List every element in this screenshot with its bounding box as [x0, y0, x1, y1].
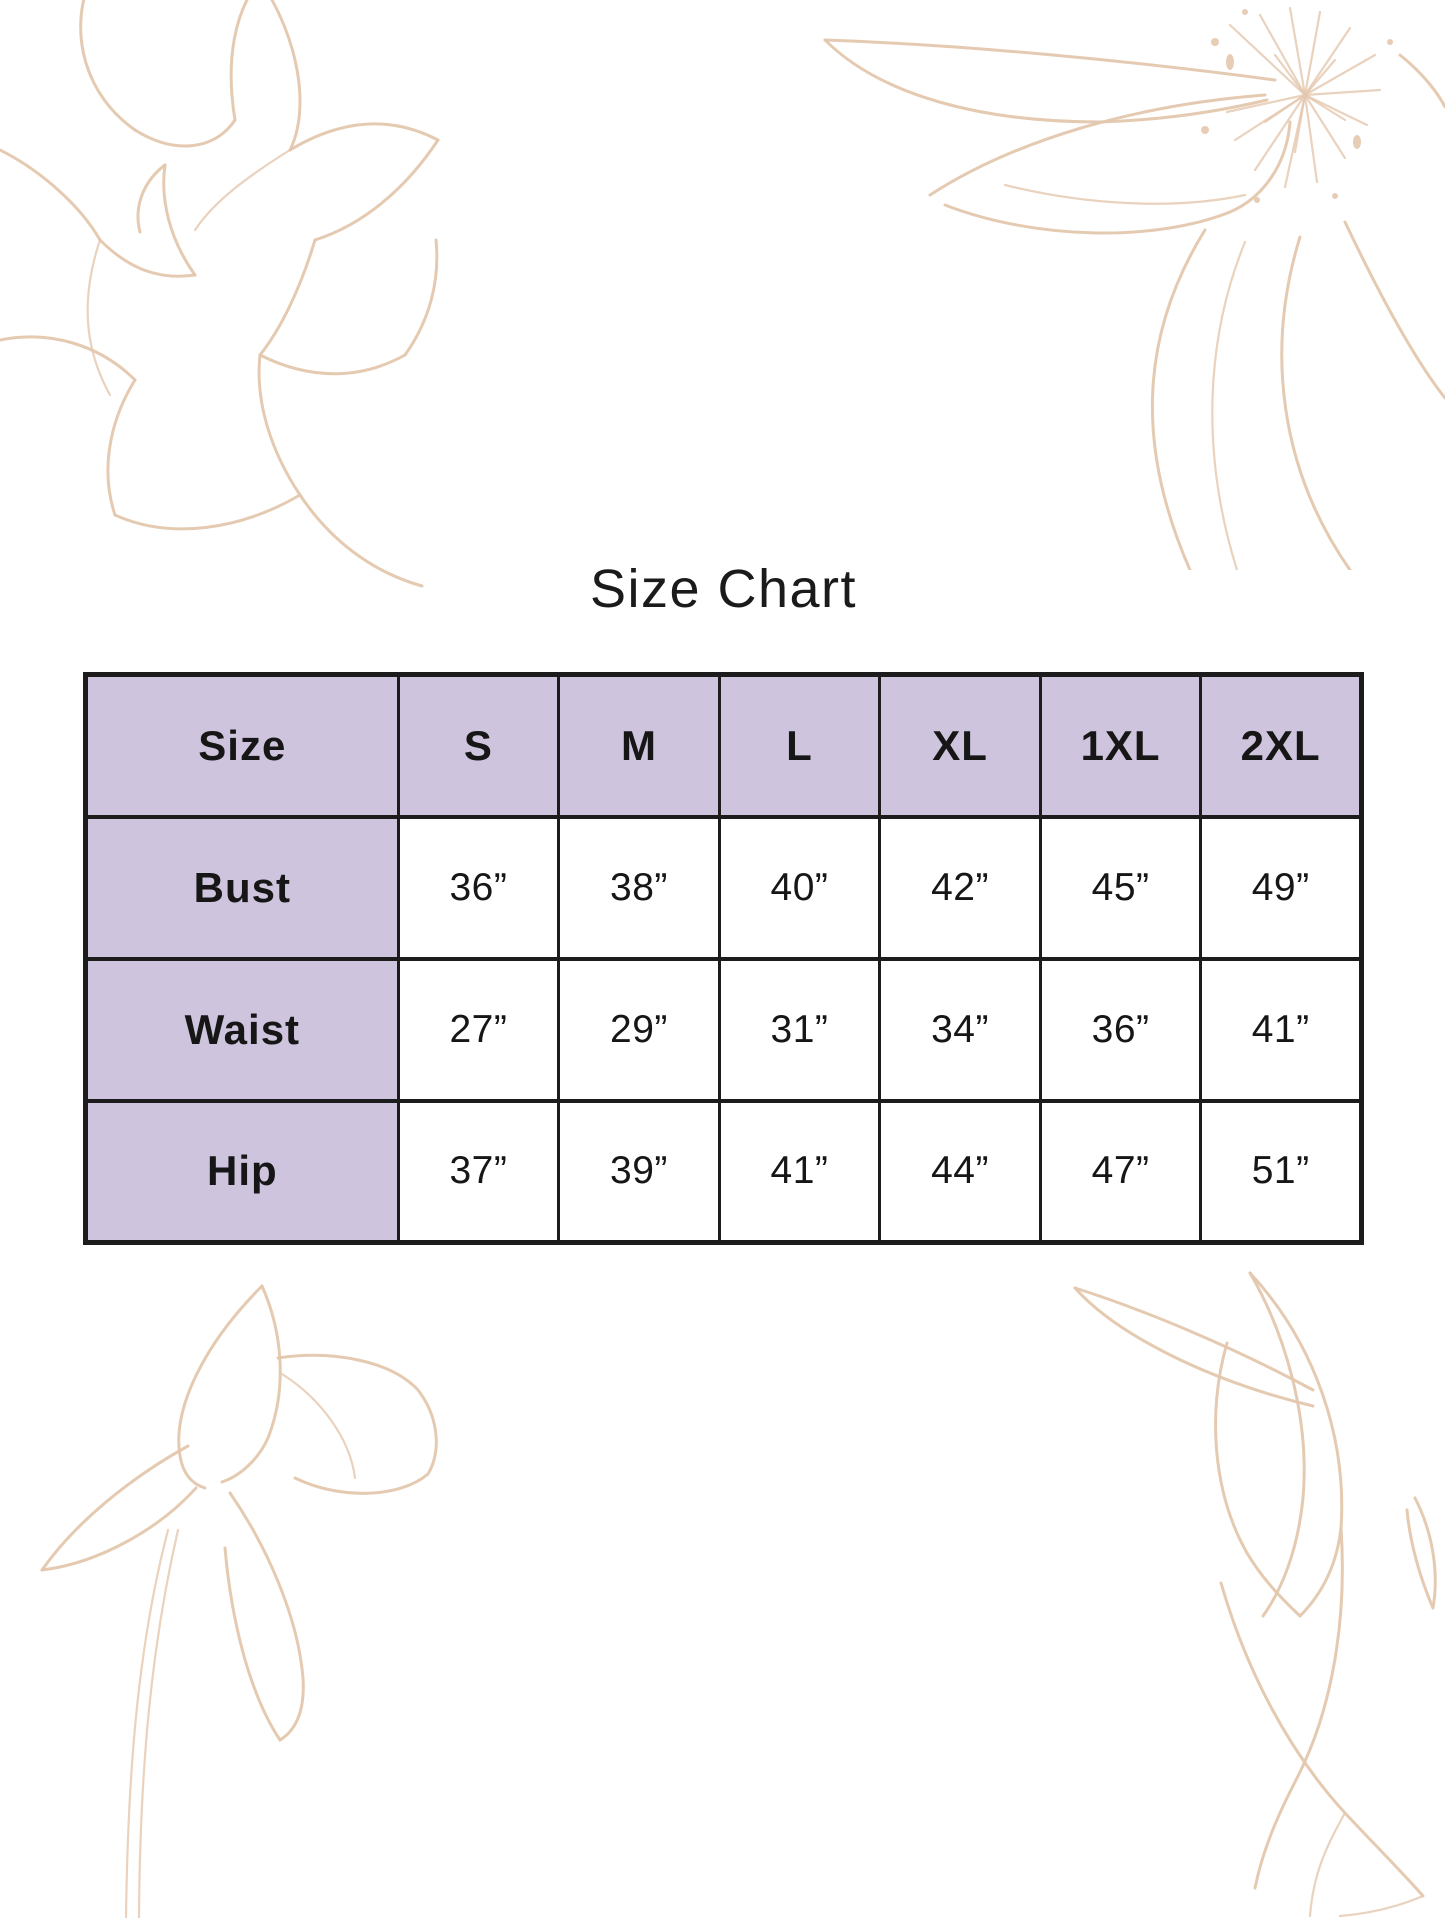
cell-hip-xl: 44” — [878, 1098, 1042, 1245]
cell-waist-xl: 34” — [878, 956, 1042, 1103]
cell-waist-2xl: 41” — [1199, 956, 1363, 1103]
column-header-2xl: 2XL — [1199, 672, 1363, 819]
cell-bust-2xl: 49” — [1199, 814, 1363, 961]
column-header-size: Size — [84, 672, 400, 819]
column-header-l: L — [717, 672, 882, 819]
cell-hip-s: 37” — [396, 1098, 561, 1245]
row-label-bust: Bust — [84, 814, 400, 961]
cell-hip-2xl: 51” — [1199, 1098, 1363, 1245]
table-row-waist: Waist 27” 29” 31” 34” 36” 41” — [84, 956, 1363, 1103]
flower-bottom-left-icon — [40, 1284, 438, 1918]
cell-waist-s: 27” — [396, 956, 561, 1103]
cell-bust-m: 38” — [557, 814, 721, 961]
cell-hip-l: 41” — [717, 1098, 882, 1245]
table-header-row: Size S M L XL 1XL 2XL — [84, 672, 1363, 819]
flower-top-left-icon — [0, 0, 440, 588]
column-header-1xl: 1XL — [1038, 672, 1203, 819]
row-label-hip: Hip — [84, 1098, 400, 1245]
cell-bust-s: 36” — [396, 814, 561, 961]
flower-bottom-right-icon — [1073, 1271, 1437, 1918]
table-row-hip: Hip 37” 39” 41” 44” 47” 51” — [84, 1098, 1363, 1245]
column-header-xl: XL — [878, 672, 1042, 819]
cell-waist-l: 31” — [717, 956, 882, 1103]
column-header-s: S — [396, 672, 561, 819]
cell-hip-m: 39” — [557, 1098, 721, 1245]
cell-waist-1xl: 36” — [1038, 956, 1203, 1103]
cell-waist-m: 29” — [557, 956, 721, 1103]
row-label-waist: Waist — [84, 956, 400, 1103]
size-chart-table: Size S M L XL 1XL 2XL Bust 36” 38” 40” 4… — [83, 672, 1364, 1245]
cell-hip-1xl: 47” — [1038, 1098, 1203, 1245]
cell-bust-1xl: 45” — [1038, 814, 1203, 961]
table-row-bust: Bust 36” 38” 40” 42” 45” 49” — [84, 814, 1363, 961]
flower-top-right-icon — [823, 6, 1445, 570]
cell-bust-l: 40” — [717, 814, 882, 961]
page-title: Size Chart — [589, 559, 858, 619]
cell-bust-xl: 42” — [878, 814, 1042, 961]
column-header-m: M — [557, 672, 721, 819]
